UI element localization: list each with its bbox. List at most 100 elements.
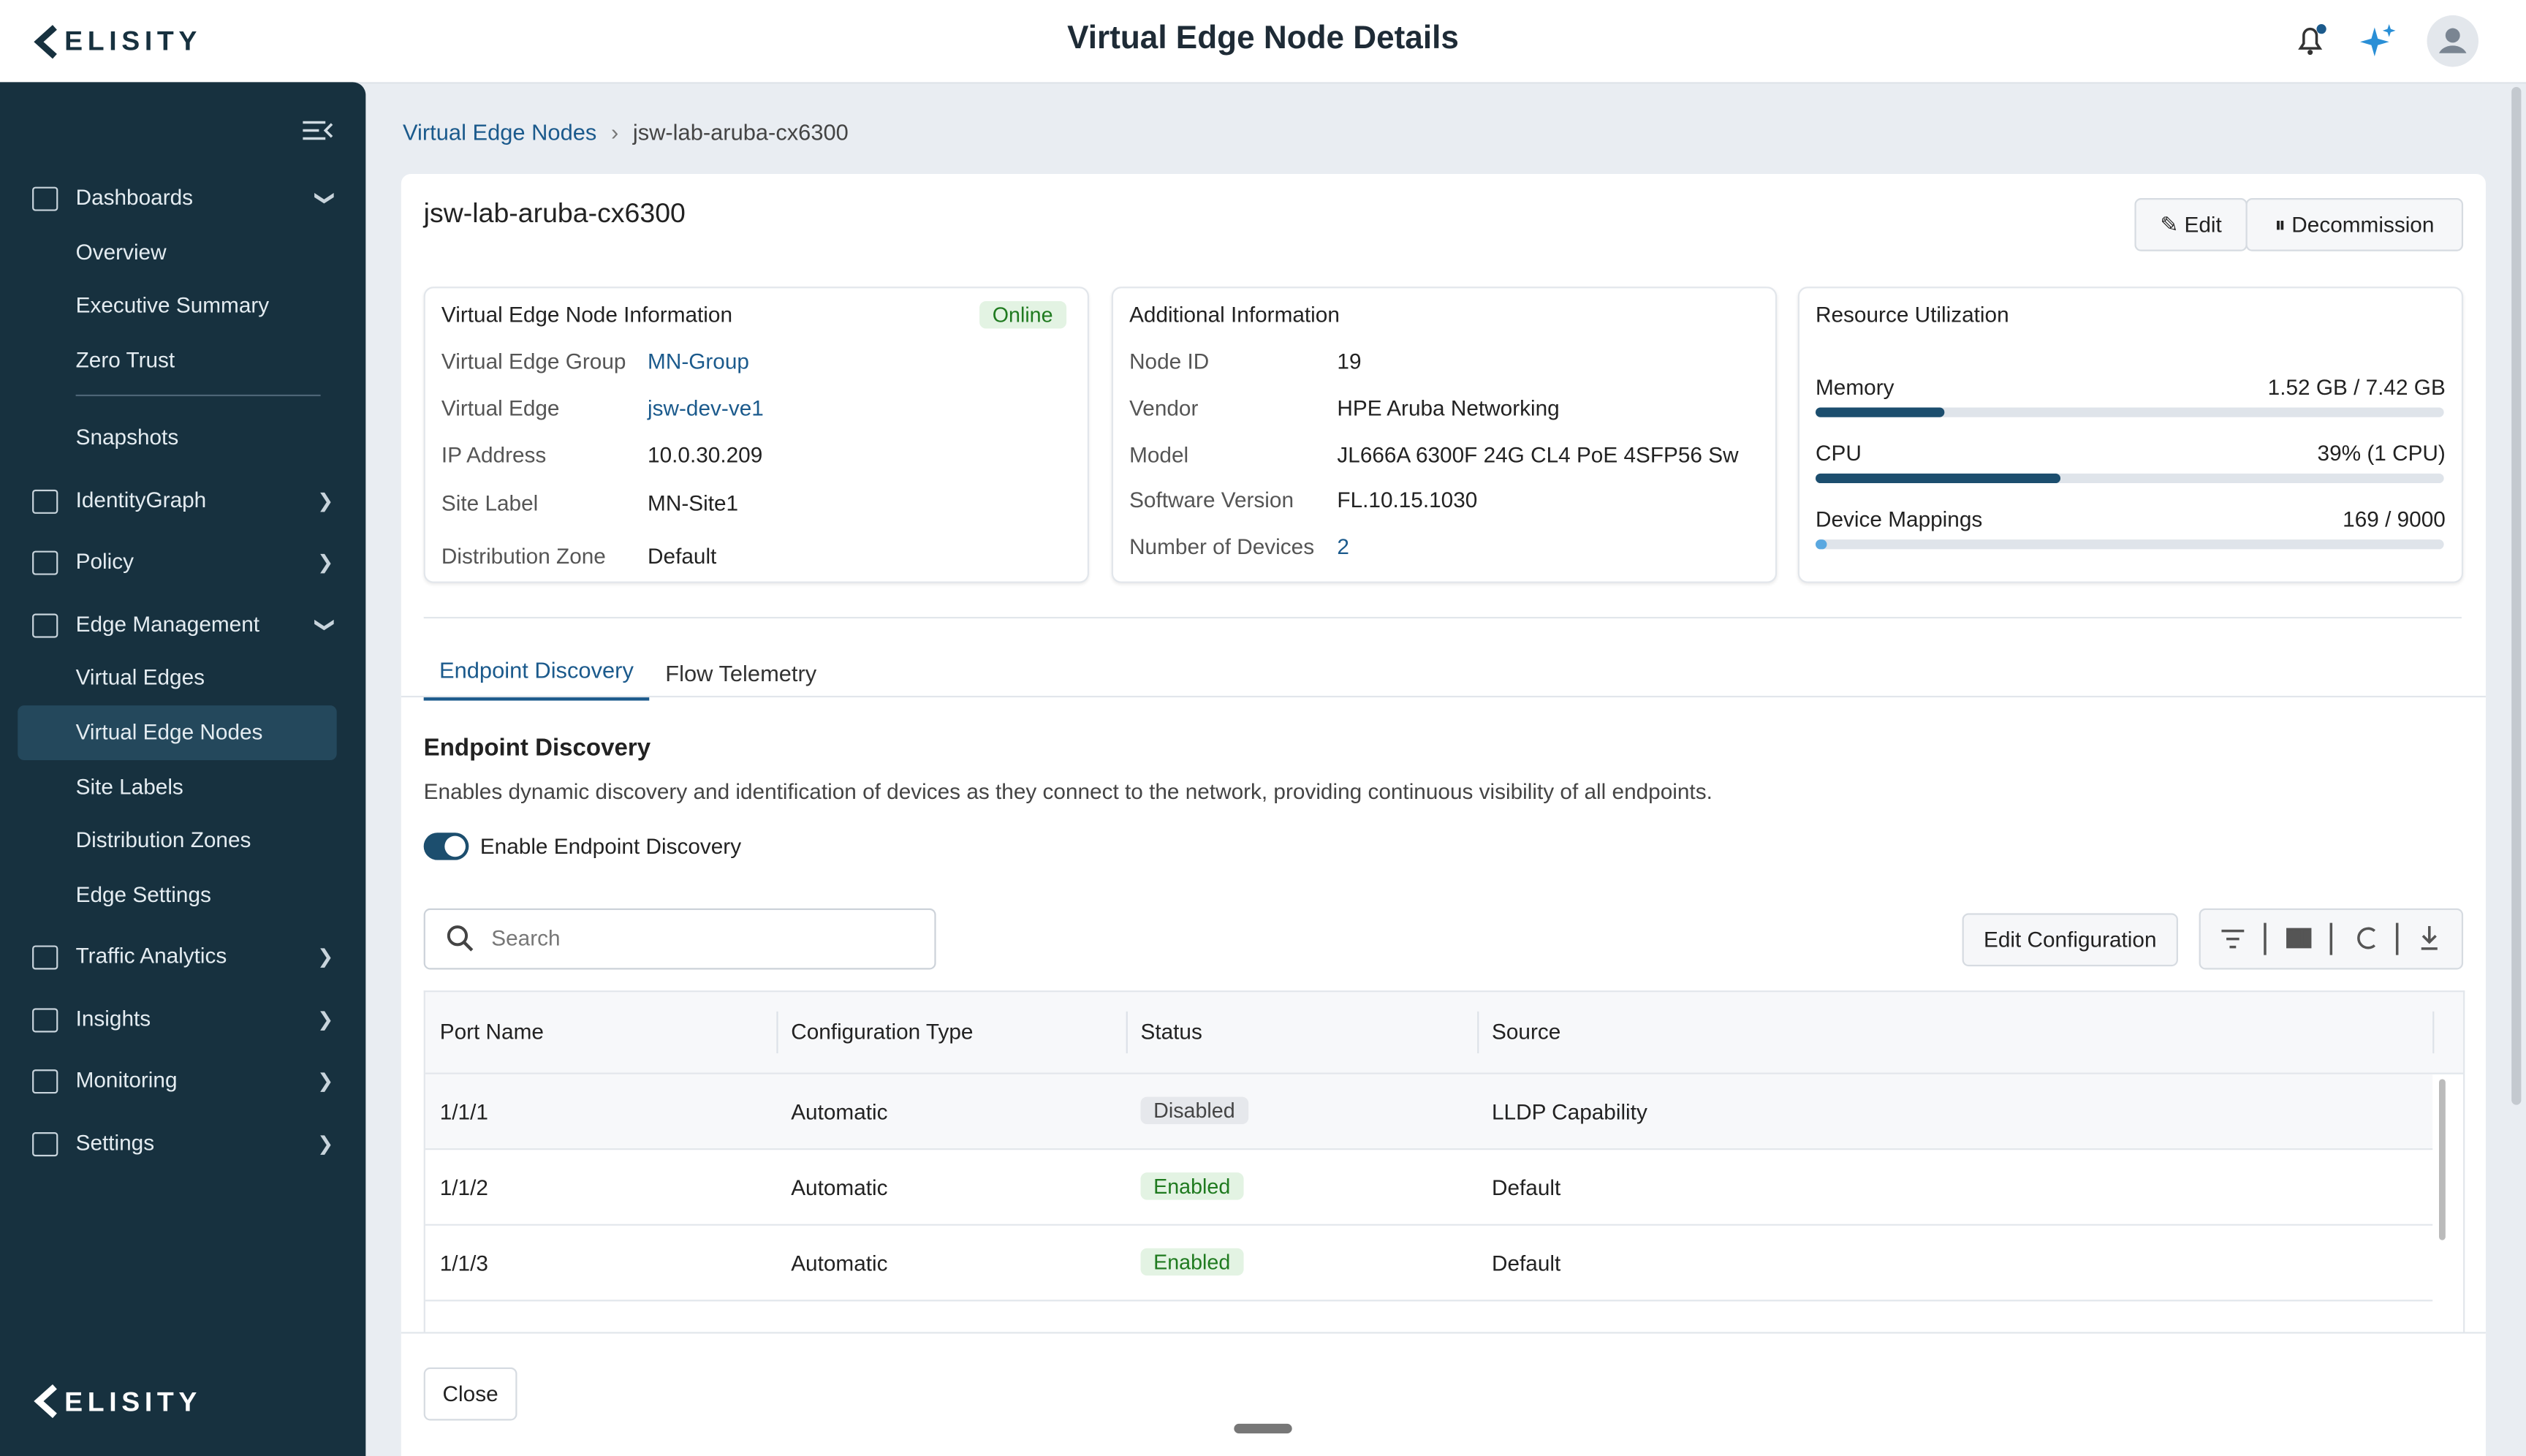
nav-icon — [32, 946, 58, 971]
ports-table: Port Name Configuration Type Status Source 1… — [423, 990, 2465, 1334]
search-box[interactable]: Search — [423, 908, 936, 970]
pause-icon: ⏸ — [2275, 212, 2292, 237]
nav-label: Insights — [75, 1006, 151, 1031]
field-label: Number of Devices — [1129, 534, 1315, 560]
nav-label: Edge Management — [75, 612, 260, 637]
progress-track — [1816, 407, 2444, 417]
status-badge: Disabled — [1140, 1096, 1248, 1125]
table-row[interactable] — [425, 1150, 2433, 1226]
resource-label: Memory — [1816, 375, 1894, 400]
field-value: FL.10.15.1030 — [1337, 488, 1478, 513]
nav-sub-item[interactable]: Virtual Edges — [18, 651, 336, 706]
nav-sub-item[interactable]: Overview — [18, 224, 336, 279]
field-label: Distribution Zone — [441, 544, 606, 569]
nav-item[interactable]: IdentityGraph ❯ — [18, 474, 336, 528]
nav-sub-label: Overview — [75, 239, 167, 264]
nav-sub-label: Executive Summary — [75, 293, 270, 318]
nav-sub-item[interactable]: Distribution Zones — [18, 814, 336, 868]
column-separator — [1126, 1011, 1128, 1054]
table-cell: Default — [1491, 1251, 1561, 1276]
nav-sub-label: Edge Settings — [75, 882, 211, 907]
resource-card: Resource Utilization Memory 1.52 GB / 7.4… — [1797, 287, 2464, 583]
nav-sub-item[interactable]: Virtual Edge Nodes — [18, 705, 337, 761]
user-avatar[interactable] — [2426, 15, 2479, 68]
nav-label: Policy — [75, 550, 134, 575]
nav-item[interactable]: Monitoring ❯ — [18, 1054, 336, 1109]
node-info-card: Virtual Edge Node Information Online Vir… — [423, 287, 1089, 583]
nav-label: Dashboards — [75, 185, 194, 210]
column-separator — [2432, 1011, 2435, 1054]
nav-sub-item[interactable]: Edge Settings — [18, 868, 336, 922]
table-cell: Automatic — [791, 1175, 888, 1200]
nav-sub-item[interactable]: Snapshots — [18, 412, 336, 466]
edit-icon: ✎ — [2160, 212, 2185, 237]
drag-handle — [1234, 1423, 1292, 1434]
tab-active[interactable]: Endpoint Discovery — [423, 657, 650, 701]
field-value: JL666A 6300F 24G CL4 PoE 4SFP56 Sw — [1337, 442, 1739, 467]
tab[interactable]: Flow Telemetry — [665, 660, 817, 686]
toggle[interactable] — [423, 833, 469, 860]
notifications[interactable] — [2292, 23, 2327, 58]
nav-item[interactable]: Policy ❯ — [18, 535, 336, 590]
column-separator — [1477, 1011, 1479, 1054]
table-toolbar — [2199, 908, 2464, 970]
card-title: Additional Information — [1129, 303, 1340, 327]
logo: ELISITY — [64, 26, 202, 57]
nav-sub-item[interactable]: Site Labels — [18, 759, 336, 814]
decommission-label: Decommission — [2291, 212, 2435, 237]
field-label: Virtual Edge — [441, 396, 560, 421]
field-value: HPE Aruba Networking — [1337, 395, 1560, 420]
sidebar: ELISITY Dashboards ❯ Overview Executive Sum… — [0, 82, 366, 1456]
divider — [75, 394, 321, 397]
nav-item[interactable]: Traffic Analytics ❯ — [18, 930, 336, 985]
toolbar-icons[interactable] — [2201, 910, 2462, 968]
chevron: ❯ — [317, 551, 334, 575]
field-label: Software Version — [1129, 488, 1294, 513]
nav-icon — [32, 1131, 58, 1156]
field-value[interactable]: MN-Group — [648, 349, 749, 374]
close-button[interactable]: Close — [423, 1367, 517, 1421]
nav-sub-item[interactable]: Zero Trust — [18, 333, 336, 387]
breadcrumb: Virtual Edge Nodes › jsw-lab-aruba-cx630… — [403, 119, 849, 145]
nav-item[interactable]: Dashboards ❯ — [18, 171, 337, 226]
ai-assistant[interactable] — [2359, 23, 2397, 61]
nav-sub-item[interactable]: Executive Summary — [18, 278, 336, 333]
chevron: ❯ — [314, 189, 337, 207]
nav-sub-label: Snapshots — [75, 425, 179, 450]
table-cell: 1/1/2 — [439, 1175, 488, 1200]
chevron: ❯ — [314, 616, 337, 633]
additional-info-card: Additional Information Node ID 19 Vendor HP… — [1111, 287, 1778, 583]
field-value: 19 — [1337, 349, 1362, 374]
scrollbar — [2439, 1079, 2446, 1240]
footer-divider — [401, 1332, 2486, 1334]
field-value[interactable]: jsw-dev-ve1 — [648, 396, 764, 421]
table-row[interactable] — [425, 1074, 2433, 1150]
field-label: Virtual Edge Group — [441, 349, 626, 374]
chevron: ❯ — [317, 1131, 334, 1155]
decommission-button[interactable]: ⏸ Decommission — [2245, 198, 2464, 251]
nav-sub-label: Virtual Edges — [75, 665, 205, 690]
tab-divider — [401, 695, 2486, 698]
table-cell: 1/1/3 — [439, 1251, 488, 1276]
field-value[interactable]: 2 — [1337, 534, 1349, 560]
field-label: Node ID — [1129, 349, 1210, 374]
separator: › — [610, 119, 619, 145]
field-label: Model — [1129, 442, 1189, 467]
progress-track — [1816, 539, 2444, 550]
table-row[interactable] — [425, 1225, 2433, 1302]
progress-fill — [1816, 539, 1828, 550]
card-title: Resource Utilization — [1816, 303, 2009, 327]
chevron: ❯ — [317, 946, 334, 969]
breadcrumb-link[interactable]: Virtual Edge Nodes — [403, 119, 597, 145]
progress-fill — [1816, 473, 2061, 484]
edit-button[interactable]: ✎ Edit — [2134, 198, 2248, 251]
edit-configuration-button[interactable]: Edit Configuration — [1962, 913, 2178, 967]
nav-item[interactable]: Insights ❯ — [18, 992, 336, 1047]
nav-item[interactable]: Edge Management ❯ — [18, 597, 337, 652]
collapse-sidebar[interactable] — [301, 118, 333, 143]
top-bar: ELISITY Virtual Edge Node Details — [0, 0, 2526, 84]
nav-label: Traffic Analytics — [75, 944, 227, 969]
nav-item[interactable]: Settings ❯ — [18, 1116, 336, 1171]
resource-value: 1.52 GB / 7.42 GB — [2267, 375, 2446, 400]
